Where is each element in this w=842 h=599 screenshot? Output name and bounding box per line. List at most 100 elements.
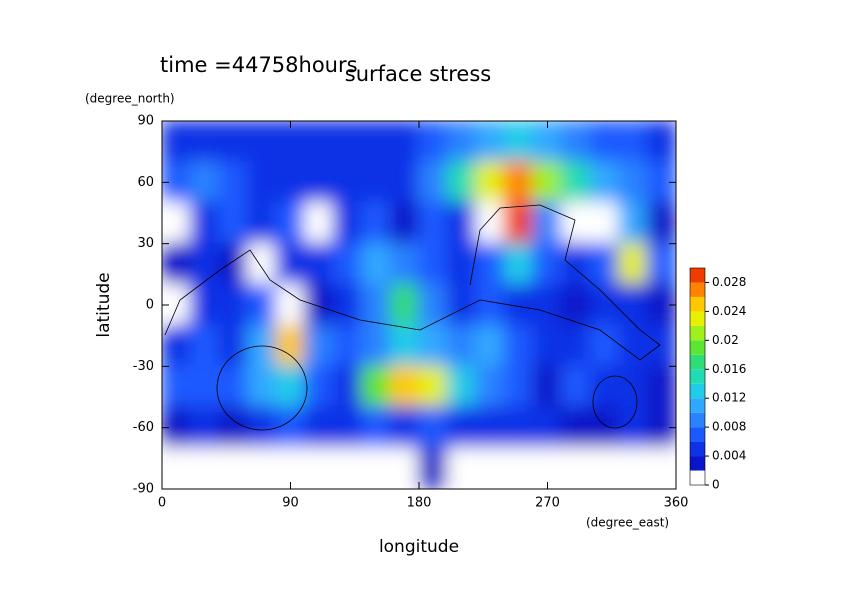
cell	[589, 201, 620, 245]
x-tick-label: 180	[407, 496, 432, 511]
cell	[475, 447, 506, 489]
cell	[162, 121, 192, 163]
cell	[332, 242, 363, 286]
cell	[589, 447, 620, 489]
y-unit: (degree_north)	[85, 92, 175, 106]
y-tick-label: -30	[133, 359, 154, 374]
cell	[446, 283, 478, 327]
cell	[532, 324, 563, 368]
cell	[589, 324, 620, 368]
cell	[418, 324, 449, 368]
colorbar-segment	[690, 441, 705, 457]
cell	[475, 242, 506, 286]
cell	[532, 201, 563, 245]
colorbar-segment	[690, 427, 705, 442]
cell	[418, 121, 449, 163]
cell	[303, 160, 335, 204]
cell	[218, 365, 249, 409]
x-unit: (degree_east)	[586, 516, 669, 530]
cell	[218, 447, 249, 489]
cell	[303, 406, 335, 450]
chart-title: surface stress	[345, 62, 491, 86]
cell	[189, 160, 221, 204]
cell	[275, 406, 306, 450]
cell	[646, 447, 676, 489]
cell	[246, 242, 278, 286]
cell	[617, 160, 649, 204]
cell	[275, 242, 306, 286]
cell	[389, 121, 420, 163]
cell	[560, 201, 592, 245]
cell	[246, 447, 278, 489]
cell	[418, 406, 449, 450]
cell	[332, 160, 363, 204]
x-tick-label: 90	[282, 496, 299, 511]
colorbar-tick-label: 0.004	[712, 449, 746, 463]
cell	[617, 121, 649, 163]
cell	[646, 365, 676, 409]
cell	[189, 447, 221, 489]
coastlines	[164, 204, 661, 431]
cell	[560, 324, 592, 368]
cell	[532, 365, 563, 409]
cell	[532, 406, 563, 450]
cell	[646, 201, 676, 245]
cell	[475, 201, 506, 245]
cell	[503, 365, 535, 409]
cell	[303, 283, 335, 327]
cell	[418, 160, 449, 204]
cell	[389, 160, 420, 204]
cell	[218, 406, 249, 450]
colorbar-tick-label: 0.016	[712, 362, 746, 376]
cell	[503, 121, 535, 163]
cell	[303, 242, 335, 286]
cell	[418, 201, 449, 245]
cell	[246, 121, 278, 163]
cell	[275, 160, 306, 204]
colorbar-frame	[689, 267, 706, 486]
cell	[389, 283, 420, 327]
colorbar-tick-label: 0	[712, 478, 720, 492]
cell	[560, 121, 592, 163]
colorbar-tick-label: 0.02	[712, 333, 739, 347]
cell	[162, 365, 192, 409]
x-axis-label: longitude	[379, 537, 459, 557]
cell	[503, 447, 535, 489]
cell	[560, 160, 592, 204]
cell	[332, 283, 363, 327]
cell	[360, 447, 392, 489]
cell	[162, 447, 192, 489]
cell	[218, 160, 249, 204]
cell	[189, 324, 221, 368]
colorbar-segment	[690, 383, 705, 399]
cell	[617, 283, 649, 327]
y-axis-label: latitude	[94, 272, 114, 337]
cell	[532, 242, 563, 286]
y-tick-label: -60	[133, 420, 154, 435]
colorbar-tick-label: 0.024	[712, 304, 746, 318]
colorbar-segment	[690, 311, 705, 326]
cell	[446, 324, 478, 368]
cell	[332, 201, 363, 245]
cell	[446, 160, 478, 204]
cell	[246, 160, 278, 204]
cell	[275, 365, 306, 409]
colorbar-segment	[690, 398, 705, 413]
colorbar-segment	[690, 369, 705, 384]
y-tick-label: 90	[137, 114, 154, 129]
colorbar-segment	[690, 325, 705, 341]
cell	[446, 365, 478, 409]
cell	[418, 365, 449, 409]
y-tick-label: 0	[146, 298, 154, 313]
colorbar-tick-label: 0.028	[712, 275, 746, 289]
cell	[218, 324, 249, 368]
cell	[475, 283, 506, 327]
cell	[360, 121, 392, 163]
cell	[332, 324, 363, 368]
colorbar-segment	[690, 296, 705, 312]
cell	[418, 283, 449, 327]
cell	[189, 406, 221, 450]
cell	[332, 121, 363, 163]
cell	[475, 406, 506, 450]
